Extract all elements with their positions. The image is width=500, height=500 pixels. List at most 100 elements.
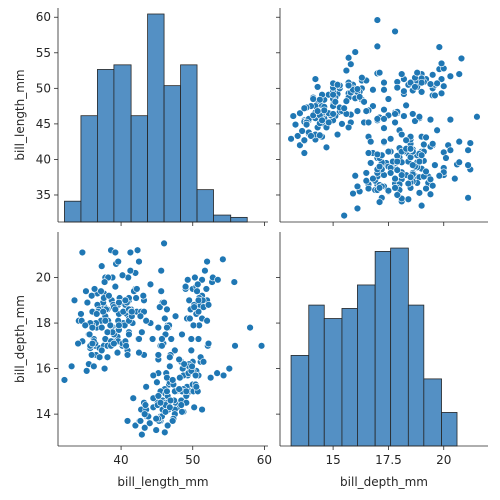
scatter-bottom-point [213, 369, 221, 377]
scatter-top-point [300, 149, 309, 157]
hist-depth-bar [374, 251, 392, 447]
scatter-top-point [386, 169, 395, 177]
scatter-top-point [393, 166, 401, 174]
scatter-top-point [369, 86, 377, 94]
scatter-top-point [367, 159, 375, 167]
scatter-bottom-point [85, 330, 94, 339]
scatter-top-point [322, 143, 331, 152]
scatter-top-point [391, 174, 399, 183]
scatter-top-point [402, 101, 410, 110]
scatter-top-point [313, 107, 322, 115]
scatter-bottom-point [176, 374, 184, 382]
scatter-top-point [333, 130, 342, 139]
scatter-top-point [360, 98, 368, 106]
scatter-bottom-point [142, 383, 150, 391]
scatter-top-point [420, 140, 428, 149]
scatter-bottom-point [154, 351, 163, 359]
scatter-top-point [428, 71, 437, 79]
scatter-bottom-point [167, 335, 175, 343]
scatter-bottom-point [132, 294, 140, 302]
scatter-bottom-point [136, 417, 145, 425]
scatter-top-point [446, 146, 455, 154]
scatter-bottom-point [74, 339, 82, 348]
scatter-bottom-point [201, 267, 209, 275]
scatter-top-point [380, 124, 388, 132]
scatter-top-point [386, 135, 395, 143]
scatter-bottom-point [129, 394, 137, 402]
scatter-top-point [298, 127, 306, 135]
scatter-top-point [364, 184, 373, 193]
scatter-top-point [291, 120, 300, 129]
x-axis-label-bill-depth: bill_depth_mm [340, 475, 428, 489]
scatter-bottom-point [161, 408, 170, 416]
hist-depth-bar [290, 355, 310, 447]
scatter-bottom-point [152, 414, 160, 423]
scatter-top-point [417, 78, 426, 87]
scatter-bottom-y-tick-label: 20 [36, 271, 51, 285]
scatter-top-point [333, 81, 342, 89]
scatter-top-point [342, 66, 351, 75]
scatter-bottom-point [101, 317, 110, 325]
scatter-top-point [464, 161, 472, 169]
scatter-bottom-point [180, 360, 188, 368]
scatter-top-point [404, 195, 413, 203]
scatter-bottom-point [141, 401, 150, 409]
scatter-bottom-point [111, 282, 120, 291]
scatter-bottom-point [114, 257, 122, 266]
scatter-bottom-point [194, 307, 203, 316]
scatter-top-point [415, 113, 424, 121]
scatter-top-point [422, 133, 430, 142]
scatter-bottom-point [136, 312, 145, 320]
hist-depth-x-tick-label: 15 [325, 453, 340, 467]
scatter-bottom-point [115, 321, 123, 330]
hist-length-bar [180, 64, 198, 223]
hist-depth-x-tick-label: 20 [436, 453, 451, 467]
hist-depth-bar [357, 284, 376, 447]
hist-length-bar [213, 214, 232, 223]
scatter-bottom-point [157, 287, 165, 295]
scatter-top-point [402, 136, 410, 144]
scatter-top-point [473, 113, 481, 121]
scatter-top-point [393, 83, 401, 92]
scatter-bottom-point [77, 310, 85, 318]
scatter-top-point [375, 68, 384, 77]
scatter-top-point [353, 182, 362, 191]
scatter-top-point [300, 136, 309, 144]
scatter-bottom-point [166, 362, 174, 371]
scatter-top-point [437, 59, 446, 68]
scatter-bottom-point [186, 314, 194, 323]
scatter-top-point [466, 139, 474, 147]
scatter-top-point [287, 135, 295, 143]
scatter-bottom-point [103, 328, 112, 336]
scatter-top-point [437, 89, 446, 98]
scatter-bottom-point [142, 317, 150, 325]
hist-depth-bar [423, 378, 442, 447]
scatter-top-point [433, 79, 441, 88]
scatter-bottom-point [203, 317, 211, 325]
scatter-top-point [384, 147, 393, 156]
scatter-bottom-point [153, 378, 161, 386]
hist-length-y-tick-label: 55 [36, 46, 51, 60]
scatter-top-point [349, 189, 357, 198]
hist-depth-bar [308, 304, 325, 447]
hist-depth-bar [441, 412, 458, 447]
scatter-top-point [406, 173, 415, 181]
scatter-bottom-point [113, 348, 122, 357]
scatter-top-point [455, 70, 463, 78]
scatter-top-point [428, 140, 437, 148]
scatter-bottom-point [194, 280, 202, 289]
hist-length-y-tick-label: 60 [36, 10, 51, 24]
scatter-bottom-point [190, 303, 198, 311]
scatter-top-point [362, 169, 370, 177]
scatter-top-point [373, 16, 382, 24]
scatter-top-point [417, 201, 426, 210]
scatter-top-point [406, 78, 415, 87]
scatter-top-point [400, 112, 408, 120]
scatter-top-point [309, 95, 317, 103]
scatter-top-point [398, 130, 406, 139]
scatter-bottom-point [149, 371, 158, 380]
scatter-bottom-point [193, 287, 201, 295]
scatter-top-point [426, 80, 435, 88]
scatter-bottom-point [190, 403, 198, 411]
